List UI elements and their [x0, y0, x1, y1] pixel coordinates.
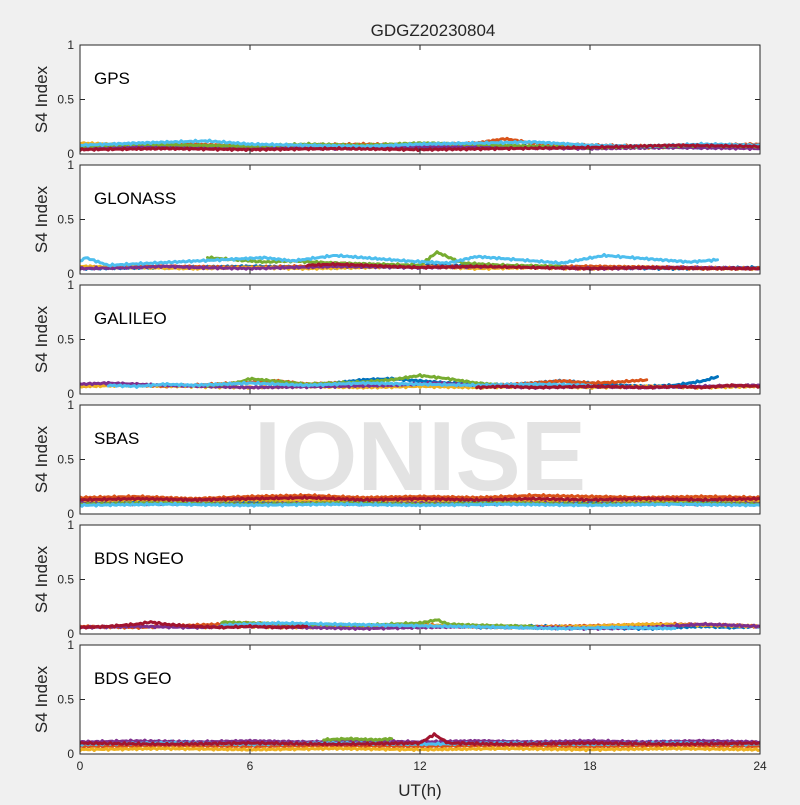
- series-line-glonass-6: [80, 252, 719, 268]
- panel-sbas: 0 0.5 1 SBAS S4 Index: [32, 398, 761, 521]
- y-tick-label: 0.5: [57, 93, 74, 107]
- panel-label-bds-geo: BDS GEO: [94, 669, 171, 688]
- y-tick-label: 0.5: [57, 333, 74, 347]
- watermark: IONISE: [254, 401, 586, 511]
- plot-area: [80, 645, 760, 754]
- y-tick-label: 0.5: [57, 213, 74, 227]
- y-tick-label: 1: [67, 638, 74, 652]
- plot-area: [80, 165, 760, 274]
- plot-area: [80, 45, 760, 154]
- y-tick-label: 0.5: [57, 573, 74, 587]
- panel-galileo: 0 0.5 1 GALILEO S4 Index: [32, 278, 761, 401]
- y-tick-label: 0: [67, 507, 74, 521]
- panel-label-galileo: GALILEO: [94, 309, 167, 328]
- y-axis-label: S4 Index: [32, 305, 51, 373]
- series-line-galileo-7: [475, 383, 760, 390]
- panel-label-glonass: GLONASS: [94, 189, 176, 208]
- x-tick-label: 18: [583, 759, 597, 773]
- panel-label-sbas: SBAS: [94, 429, 139, 448]
- series-line-sbas-6: [80, 501, 760, 508]
- series-group: [80, 732, 760, 753]
- y-tick-label: 0.5: [57, 693, 74, 707]
- y-tick-label: 0: [67, 147, 74, 161]
- panel-gps: 0 0.5 1 GPS S4 Index: [32, 38, 761, 161]
- y-axis-label: S4 Index: [32, 185, 51, 253]
- y-tick-label: 0: [67, 627, 74, 641]
- y-tick-label: 1: [67, 278, 74, 292]
- panel-glonass: 0 0.5 1 GLONASS S4 Index: [32, 158, 761, 281]
- x-tick-label: 24: [753, 759, 767, 773]
- y-tick-label: 1: [67, 158, 74, 172]
- panel-bds-ngeo: 0 0.5 1 BDS NGEO S4 Index: [32, 518, 761, 641]
- series-group: [80, 493, 760, 508]
- y-tick-label: 1: [67, 38, 74, 52]
- y-tick-label: 0.5: [57, 453, 74, 467]
- y-axis-label: S4 Index: [32, 665, 51, 733]
- series-line-bds-geo-5: [322, 736, 394, 742]
- y-tick-label: 0: [67, 267, 74, 281]
- panel-label-gps: GPS: [94, 69, 130, 88]
- panel-label-bds-ngeo: BDS NGEO: [94, 549, 184, 568]
- series-line-bds-ngeo-6: [220, 620, 677, 631]
- series-group: [80, 373, 760, 390]
- x-tick-label: 0: [77, 759, 84, 773]
- panels: 0 0.5 1 GPS S4 Index 0 0.5 1 GLONASS S4 Index 0 0.5…: [32, 38, 767, 773]
- y-axis-label: S4 Index: [32, 425, 51, 493]
- plot-area: [80, 285, 760, 394]
- x-axis-label: UT(h): [398, 781, 441, 800]
- series-line-galileo-6: [106, 380, 592, 389]
- y-axis-label: S4 Index: [32, 65, 51, 133]
- series-line-glonass-5: [206, 250, 564, 269]
- y-tick-label: 1: [67, 398, 74, 412]
- plot-area: [80, 525, 760, 634]
- y-tick-label: 1: [67, 518, 74, 532]
- series-group: [80, 618, 760, 631]
- y-tick-label: 0: [67, 747, 74, 761]
- y-tick-label: 0: [67, 387, 74, 401]
- chart-title: GDGZ20230804: [371, 21, 496, 40]
- series-line-bds-ngeo-7: [80, 620, 309, 630]
- series-line-glonass-7: [305, 261, 760, 271]
- series-line-bds-geo-7: [80, 732, 760, 747]
- y-axis-label: S4 Index: [32, 545, 51, 613]
- x-tick-label: 6: [247, 759, 254, 773]
- series-line-sbas-7: [80, 495, 760, 503]
- x-tick-label: 12: [413, 759, 427, 773]
- series-group: [80, 250, 760, 272]
- panel-bds-geo: 0 0.5 1 BDS GEO S4 Index: [32, 638, 761, 761]
